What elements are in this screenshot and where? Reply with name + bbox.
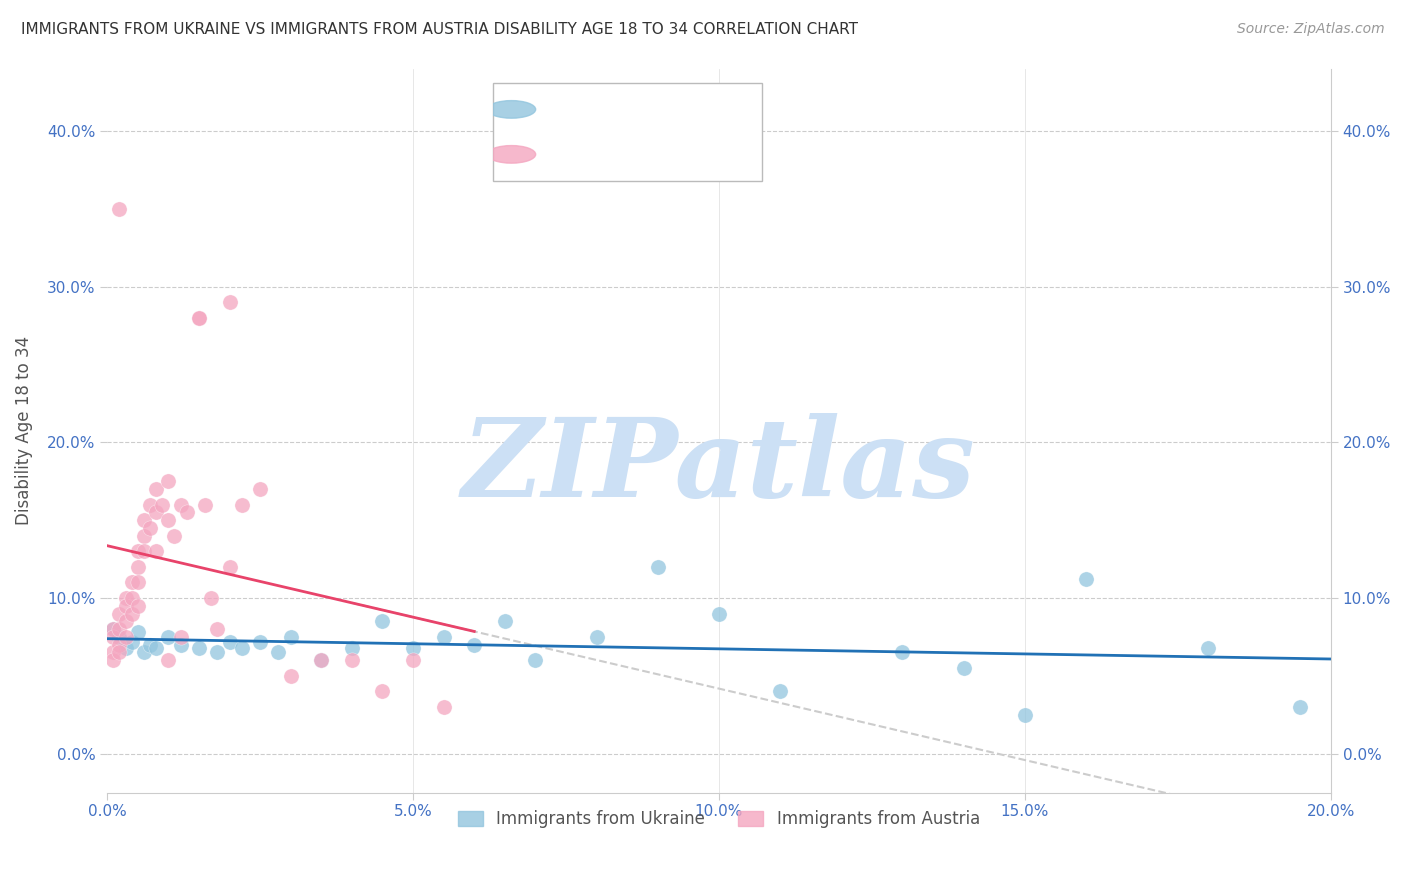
Point [402, 640, 425, 655]
Point [231, 498, 253, 512]
Point [249, 482, 271, 496]
Legend: Immigrants from Ukraine, Immigrants from Austria: Immigrants from Ukraine, Immigrants from… [451, 804, 987, 835]
Point [145, 544, 167, 558]
Point [163, 529, 186, 543]
Point [145, 505, 167, 519]
Point [231, 640, 253, 655]
Point [311, 653, 333, 667]
Point [132, 529, 155, 543]
Point [121, 607, 143, 621]
Point [340, 640, 363, 655]
Point [157, 653, 180, 667]
Point [114, 599, 136, 613]
Point [200, 591, 222, 605]
Point [952, 661, 974, 675]
Point [218, 634, 240, 648]
Point [103, 630, 125, 644]
Point [114, 630, 136, 644]
Text: ZIPatlas: ZIPatlas [463, 413, 976, 521]
Point [1074, 572, 1097, 586]
Y-axis label: Disability Age 18 to 34: Disability Age 18 to 34 [15, 336, 32, 525]
Point [311, 653, 333, 667]
Point [207, 622, 229, 636]
Point [218, 559, 240, 574]
Point [108, 202, 131, 216]
Point [402, 653, 425, 667]
Point [108, 630, 131, 644]
Point [267, 646, 290, 660]
Text: Source: ZipAtlas.com: Source: ZipAtlas.com [1237, 22, 1385, 37]
Point [132, 513, 155, 527]
Point [647, 559, 669, 574]
Point [433, 700, 456, 714]
Point [145, 640, 167, 655]
Point [139, 498, 162, 512]
Point [207, 646, 229, 660]
Point [891, 646, 914, 660]
Point [114, 591, 136, 605]
Point [114, 640, 136, 655]
Point [108, 607, 131, 621]
Point [340, 653, 363, 667]
Point [524, 653, 547, 667]
Point [108, 622, 131, 636]
Point [433, 630, 456, 644]
Point [103, 622, 125, 636]
Point [121, 634, 143, 648]
Point [127, 544, 149, 558]
Point [108, 646, 131, 660]
Point [218, 295, 240, 310]
Point [127, 559, 149, 574]
Text: IMMIGRANTS FROM UKRAINE VS IMMIGRANTS FROM AUSTRIA DISABILITY AGE 18 TO 34 CORRE: IMMIGRANTS FROM UKRAINE VS IMMIGRANTS FR… [21, 22, 858, 37]
Point [121, 591, 143, 605]
Point [157, 513, 180, 527]
Point [108, 638, 131, 652]
Point [169, 638, 191, 652]
Point [1197, 640, 1219, 655]
Point [132, 544, 155, 558]
Point [1289, 700, 1312, 714]
Point [103, 653, 125, 667]
Point [188, 310, 211, 325]
Point [169, 498, 191, 512]
Point [249, 634, 271, 648]
Point [585, 630, 607, 644]
Point [194, 498, 217, 512]
Point [139, 638, 162, 652]
Point [145, 482, 167, 496]
Point [371, 684, 394, 698]
Point [132, 646, 155, 660]
Point [280, 669, 302, 683]
Point [494, 615, 516, 629]
Point [127, 599, 149, 613]
Point [169, 630, 191, 644]
Point [103, 622, 125, 636]
Point [103, 646, 125, 660]
Point [139, 521, 162, 535]
Point [157, 474, 180, 488]
Point [127, 625, 149, 640]
Point [150, 498, 173, 512]
Point [157, 630, 180, 644]
Point [121, 575, 143, 590]
Point [176, 505, 198, 519]
Point [188, 310, 211, 325]
Point [769, 684, 792, 698]
Point [280, 630, 302, 644]
Point [707, 607, 730, 621]
Point [114, 615, 136, 629]
Point [188, 640, 211, 655]
Point [1014, 707, 1036, 722]
Point [463, 638, 485, 652]
Point [371, 615, 394, 629]
Point [127, 575, 149, 590]
